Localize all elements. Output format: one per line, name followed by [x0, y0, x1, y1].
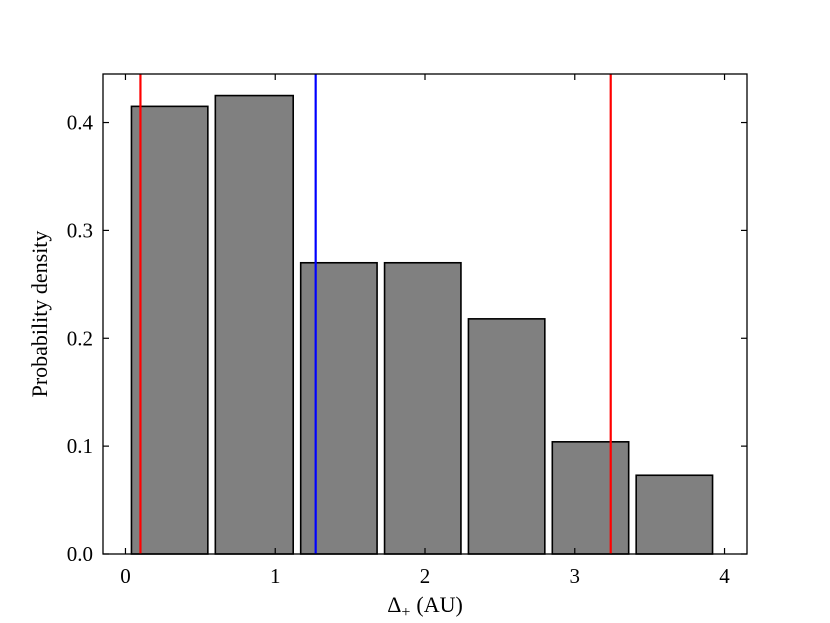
x-tick-label: 2	[420, 564, 431, 588]
x-axis-unit: (AU)	[416, 592, 462, 617]
histogram-bar-7	[635, 474, 714, 555]
y-ticks-group: 0.0 0.1 0.2 0.3 0.4	[67, 111, 747, 566]
x-tick-label: 3	[570, 564, 581, 588]
x-tick-label: 0	[120, 564, 131, 588]
x-tick-label: 1	[270, 564, 281, 588]
histogram-bar-2	[214, 94, 295, 555]
x-tick-label: 4	[719, 564, 730, 588]
histogram-bar-6	[551, 441, 630, 555]
y-tick-label: 0.0	[67, 542, 93, 566]
histogram-bar-5	[467, 318, 546, 555]
x-axis-subscript: +	[401, 604, 410, 621]
histogram-bar-4	[383, 261, 462, 555]
y-tick-label: 0.1	[67, 434, 93, 458]
x-axis-label: Δ+ (AU)	[387, 592, 463, 621]
x-ticks-group: 0 1 2 3 4	[120, 74, 730, 588]
y-tick-label: 0.3	[67, 218, 93, 242]
histogram-bar-3	[299, 261, 378, 555]
histogram-bar-1	[130, 105, 209, 555]
bars-group	[130, 94, 714, 555]
y-tick-label: 0.2	[67, 326, 93, 350]
x-axis-symbol: Δ	[387, 592, 401, 617]
y-tick-label: 0.4	[67, 111, 94, 135]
y-axis-label: Probability density	[27, 231, 52, 398]
reference-lines-group	[139, 74, 612, 554]
